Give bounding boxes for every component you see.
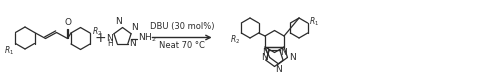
Text: Neat 70 °C: Neat 70 °C — [159, 41, 205, 51]
Text: N: N — [262, 53, 268, 62]
Text: N: N — [106, 34, 113, 43]
Text: N: N — [116, 17, 122, 26]
Text: $R_1$: $R_1$ — [308, 16, 319, 28]
Text: N: N — [275, 65, 282, 74]
Text: N: N — [289, 53, 296, 62]
Text: $R_2$: $R_2$ — [230, 34, 240, 46]
Text: +: + — [94, 31, 106, 45]
Text: $R_1$: $R_1$ — [4, 45, 15, 57]
Text: N: N — [129, 39, 136, 48]
Text: O: O — [64, 18, 71, 27]
Text: NH$_2$: NH$_2$ — [138, 31, 157, 44]
Text: DBU (30 mol%): DBU (30 mol%) — [150, 22, 214, 31]
Text: N: N — [280, 48, 287, 57]
Text: $R_2$: $R_2$ — [92, 26, 102, 38]
Text: N: N — [262, 48, 269, 57]
Text: H: H — [107, 39, 113, 48]
Text: N: N — [132, 23, 138, 32]
